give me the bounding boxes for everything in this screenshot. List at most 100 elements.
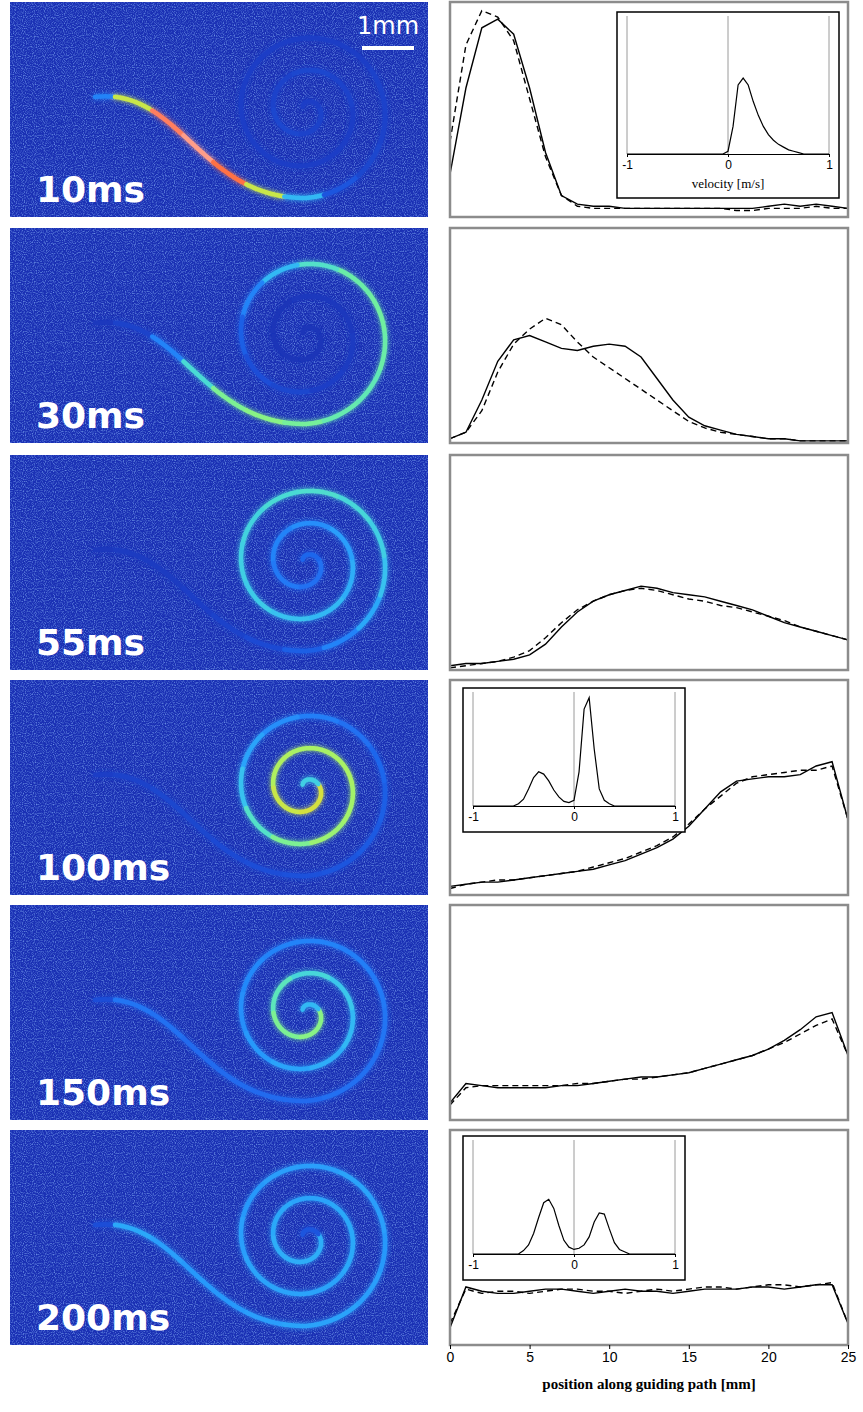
atom-cloud-segment [246,808,272,837]
atom-cloud-segment [273,336,300,360]
atom-cloud-segment [368,293,384,329]
atom-cloud-segment [152,111,183,136]
image-noise [10,680,428,895]
profile-chart: 0510152025position along guiding path [m… [447,1130,857,1392]
atom-cloud-segment [324,853,359,872]
profile-line [473,1199,675,1254]
atom-cloud-segment [273,529,290,563]
tick-label: 0 [447,1349,455,1365]
atom-cloud-segment [301,106,321,134]
atom-cloud-segment [243,57,263,91]
atom-cloud-segment [273,385,312,392]
atom-cloud-segment [303,779,319,784]
atom-cloud-segment [262,39,297,57]
atom-cloud-segment [284,421,324,424]
atom-cloud-segment [183,1263,213,1290]
atom-cloud-segment [273,159,312,166]
image-noise [10,905,428,1120]
image-panel: 30ms [10,228,428,443]
atom-cloud-segment [284,648,324,651]
image-background [10,455,428,670]
x-axis: -101 [468,806,679,824]
atom-cloud-segment [344,1233,353,1271]
grid-line [675,1140,676,1254]
atom-cloud-segment [246,583,272,612]
atom-cloud-segment [303,554,319,559]
profile-line [450,588,848,668]
atom-cloud-segment [301,332,321,360]
axis-title: position along guiding path [mm] [542,1376,755,1392]
atom-cloud-segment [344,105,353,143]
tick: 15 [682,1345,698,1365]
atom-cloud-segment [152,564,183,589]
atom-cloud-segment [301,1009,321,1037]
plot-frame [450,2,848,217]
image-background [10,680,428,895]
inset-chart: -101velocity [m/s] [617,12,839,198]
tick: 5 [526,1345,534,1365]
image-noise [10,1130,428,1345]
profile-line [450,336,848,441]
profile-line [450,1019,848,1105]
atom-cloud-segment [115,97,152,111]
atom-cloud-segment [273,612,312,619]
tick: 1 [672,1254,679,1272]
atom-cloud-segment [262,1167,297,1185]
atom-cloud-segment [324,1303,359,1322]
x-axis: -101 [468,1254,679,1272]
atom-cloud-segment [284,873,324,876]
scale-bar [362,46,414,50]
image-background [10,905,428,1120]
atom-cloud-segment [246,637,284,649]
atom-cloud-segment [115,323,152,337]
tick: 0 [725,154,732,172]
atom-cloud-segment [246,1033,272,1062]
atom-cloud-segment [273,754,290,788]
tick: 1 [672,806,679,824]
atom-cloud-segment [95,320,115,325]
atom-cloud-segment [246,130,272,159]
atom-cloud-segment [213,615,246,637]
atom-cloud-segment [115,775,152,789]
image-background [10,228,428,443]
inset-box [463,688,685,832]
atom-cloud-segment [337,269,369,293]
atom-cloud-segment [380,103,385,142]
atom-cloud-segment [95,772,115,777]
atom-cloud-segment [368,745,384,781]
atom-cloud-segment [95,997,115,1002]
atom-cloud-segment [115,1225,152,1239]
scale-bar-label: 1mm [357,12,419,40]
image-panel: 150ms [10,905,428,1120]
atom-cloud-segment [328,300,352,331]
atom-cloud-segment [273,1013,300,1037]
atom-cloud-segment [358,1270,380,1303]
time-label: 100ms [36,847,170,888]
tick: -1 [468,806,479,824]
atom-cloud-segment [303,327,319,332]
atom-cloud-segment [241,769,246,808]
atom-cloud-segment [290,1198,328,1204]
atom-cloud-segment [273,1287,312,1294]
atom-cloud-segment [241,1219,246,1258]
atom-cloud-segment [246,356,272,385]
tick: 1 [826,154,833,172]
atom-cloud-segment [303,1229,319,1234]
grid-line [728,16,729,154]
atom-cloud-segment [213,1065,246,1087]
tick: 10 [602,1345,618,1365]
tick: 20 [761,1345,777,1365]
grid-line [473,692,474,806]
grid-line [473,1140,474,1254]
tick-label: 5 [526,1349,534,1365]
atom-cloud-segment [284,195,324,198]
image-background [10,2,428,217]
atom-cloud-segment [213,1290,246,1312]
atom-cloud-segment [243,510,263,544]
atom-cloud-segment [152,337,183,362]
atom-cloud-segment [301,784,321,812]
x-axis: 0510152025 [447,1345,857,1365]
atom-cloud-segment [262,942,297,960]
image-noise [10,228,428,443]
atom-cloud-segment [246,1087,284,1099]
